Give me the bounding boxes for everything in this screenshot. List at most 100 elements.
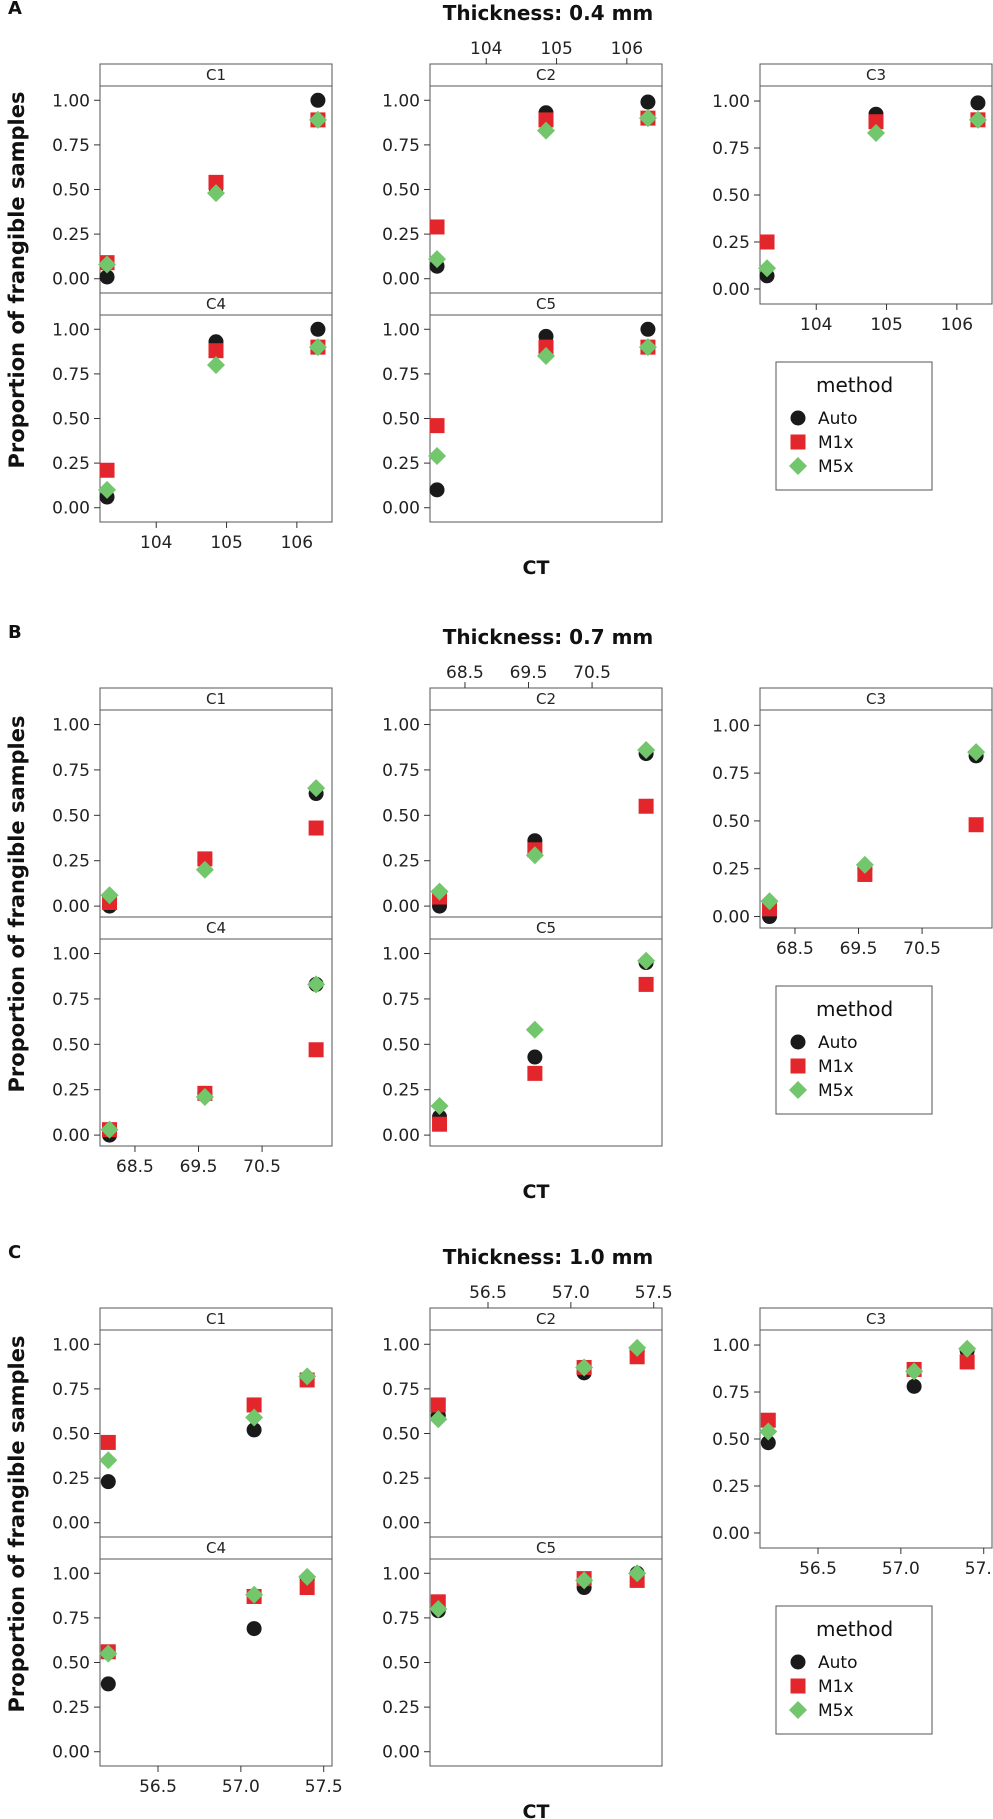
y-tick-label: 0.25 xyxy=(52,454,90,474)
y-tick-label: 1.00 xyxy=(712,1336,750,1356)
facet-strip-label: C1 xyxy=(206,1310,226,1328)
x-tick-label: 105 xyxy=(210,533,242,553)
point-m5x xyxy=(430,882,449,901)
y-tick-label: 1.00 xyxy=(52,320,90,340)
y-tick-label: 0.25 xyxy=(382,1469,420,1489)
x-tick-label: 69.5 xyxy=(840,939,878,959)
x-tick-label: 70.5 xyxy=(903,939,941,959)
x-axis-label: CT xyxy=(523,1181,550,1203)
point-m5x xyxy=(429,1599,448,1618)
legend: method Auto M1x M5x xyxy=(775,361,933,491)
y-tick-label: 0.50 xyxy=(382,1425,420,1445)
x-tick-label: 104 xyxy=(140,533,172,553)
facet-C3: C3 0.00 0.25 0.50 0.75 1.00 68.5 69.5 70.5 xyxy=(712,687,993,959)
x-tick-label: 105 xyxy=(870,315,902,335)
y-tick-label: 0.25 xyxy=(52,852,90,872)
point-m5x xyxy=(905,1362,924,1381)
y-tick-label: 0.75 xyxy=(382,365,420,385)
y-tick-label: 1.00 xyxy=(52,716,90,736)
y-axis-label: Proportion of frangible samples xyxy=(5,1336,29,1713)
x-tick-label: 106 xyxy=(281,533,313,553)
point-m1x xyxy=(299,1580,315,1596)
point-m5x xyxy=(98,480,117,499)
x-tick-label-top: 68.5 xyxy=(446,663,484,683)
y-tick-label: 0.00 xyxy=(52,270,90,290)
legend-label-m1x: M1x xyxy=(818,1057,854,1077)
y-tick-label: 0.00 xyxy=(712,280,750,300)
y-tick-label: 0.50 xyxy=(712,186,750,206)
facet-C4: C4 0.00 0.25 0.50 0.75 1.00 56.5 57.0 57.5 xyxy=(52,1536,343,1797)
point-m5x xyxy=(637,951,656,970)
y-tick-label: 0.25 xyxy=(382,454,420,474)
point-m5x xyxy=(245,1408,264,1427)
point-auto xyxy=(906,1378,922,1394)
facet-C1: C1 0.00 0.25 0.50 0.75 1.00 xyxy=(52,1307,333,1538)
y-tick-label: 1.00 xyxy=(52,1335,90,1355)
point-m5x xyxy=(638,338,657,357)
point-m5x xyxy=(207,355,225,374)
point-m5x xyxy=(428,446,447,465)
legend: method Auto M1x M5x xyxy=(775,1605,933,1735)
facet-strip-label: C3 xyxy=(866,1310,886,1328)
panel-label: A xyxy=(8,0,22,19)
panel-label: C xyxy=(8,1242,21,1263)
point-m1x xyxy=(246,1397,262,1413)
point-m1x xyxy=(638,976,654,992)
x-tick-label-top: 106 xyxy=(611,39,643,59)
facet-C3: C3 0.00 0.25 0.50 0.75 1.00 104 105 106 xyxy=(712,63,993,335)
y-tick-label: 0.75 xyxy=(52,365,90,385)
legend-marker-m1x xyxy=(790,434,806,450)
point-m5x xyxy=(628,1338,647,1357)
chart-title: Thickness: 0.7 mm xyxy=(443,625,654,649)
x-axis-label: CT xyxy=(523,1801,550,1819)
x-tick-label: 56.5 xyxy=(139,1777,177,1797)
point-m5x xyxy=(758,259,777,278)
y-tick-label: 0.25 xyxy=(712,860,750,880)
facet-strip-label: C2 xyxy=(536,66,556,84)
x-tick-label: 70.5 xyxy=(243,1157,281,1177)
point-m5x xyxy=(759,1422,778,1441)
y-tick-label: 0.00 xyxy=(382,499,420,519)
point-m1x xyxy=(429,219,445,235)
x-axis-label: CT xyxy=(523,557,550,579)
point-m5x xyxy=(638,109,657,128)
point-m5x xyxy=(525,846,544,865)
y-tick-label: 0.75 xyxy=(712,764,750,784)
point-auto xyxy=(640,94,656,110)
legend-label-m5x: M5x xyxy=(818,457,854,477)
x-tick-label-top: 70.5 xyxy=(573,663,611,683)
y-tick-label: 0.75 xyxy=(52,1609,90,1629)
y-tick-label: 0.25 xyxy=(52,1698,90,1718)
y-tick-label: 0.75 xyxy=(52,1380,90,1400)
y-tick-label: 0.00 xyxy=(382,1743,420,1763)
point-m5x xyxy=(99,1644,118,1663)
plot-area xyxy=(429,1558,663,1767)
x-tick-label-top: 57.0 xyxy=(552,1283,590,1303)
legend-title: method xyxy=(816,997,893,1021)
point-m5x xyxy=(429,1410,448,1429)
point-m1x xyxy=(429,418,445,434)
y-tick-label: 0.25 xyxy=(712,233,750,253)
y-tick-label: 1.00 xyxy=(382,716,420,736)
facet-strip-label: C4 xyxy=(206,919,226,937)
point-m5x xyxy=(855,855,874,874)
x-tick-label-top: 69.5 xyxy=(510,663,548,683)
y-tick-label: 0.50 xyxy=(52,1035,90,1055)
point-m1x xyxy=(100,1434,116,1450)
legend-label-m5x: M5x xyxy=(818,1701,854,1721)
y-tick-label: 1.00 xyxy=(382,945,420,965)
point-m5x xyxy=(307,779,326,798)
facet-C5: C5 0.00 0.25 0.50 0.75 1.00 xyxy=(382,292,663,523)
facet-strip-label: C5 xyxy=(536,1539,556,1557)
point-m5x xyxy=(428,250,447,269)
point-auto xyxy=(970,95,986,111)
y-tick-label: 0.25 xyxy=(382,1698,420,1718)
plot-area xyxy=(99,938,333,1147)
point-m1x xyxy=(759,234,775,250)
y-tick-label: 0.50 xyxy=(52,410,90,430)
legend-marker-m5x xyxy=(789,1081,807,1099)
legend: method Auto M1x M5x xyxy=(775,985,933,1115)
y-tick-label: 0.75 xyxy=(712,139,750,159)
point-m5x xyxy=(308,338,327,357)
